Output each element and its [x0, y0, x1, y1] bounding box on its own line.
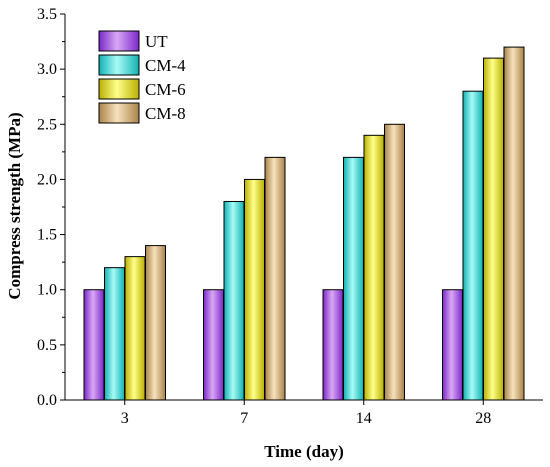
legend-swatch-cm-6	[98, 78, 140, 100]
bar-cm-8-day-7	[264, 156, 286, 401]
bar-cm-6-day-3	[124, 256, 146, 401]
x-tick-label: 14	[356, 410, 372, 427]
legend-label-cm-6: CM-6	[145, 80, 186, 99]
bar-cm-4-day-7	[223, 200, 245, 401]
bar-ut-day-28	[442, 289, 463, 401]
bar-cm-8-day-3	[145, 245, 166, 401]
legend-label-cm-4: CM-4	[145, 56, 186, 75]
legend-swatch-ut	[98, 30, 140, 52]
legend-label-cm-8: CM-8	[145, 104, 186, 123]
bar-cm-4-day-14	[343, 156, 364, 401]
bar-cm-8-day-28	[503, 46, 525, 401]
y-tick-label: 1.5	[37, 227, 57, 244]
legend-swatch-cm-8	[98, 102, 140, 124]
y-tick-label: 0.5	[37, 337, 57, 354]
bar-cm-4-day-28	[462, 90, 484, 401]
x-tick-label: 3	[121, 410, 129, 427]
y-tick-label: 3.5	[37, 6, 57, 23]
y-tick-label: 1.0	[37, 282, 57, 299]
legend: UT CM-4 CM-6 CM-8	[98, 30, 186, 124]
bar-ut-day-7	[203, 289, 224, 401]
legend-swatch-cm-4	[98, 54, 140, 76]
bar-cm-6-day-14	[363, 134, 385, 401]
bar-cm-4-day-3	[104, 267, 125, 401]
bar-cm-6-day-7	[244, 178, 265, 401]
y-tick-label: 0.0	[37, 392, 57, 409]
x-tick-label: 28	[475, 410, 491, 427]
axes-group: 0.0 0.5 1.0 1.5 2.0 2.5 3.0 3.5 3 7 14 28	[37, 6, 543, 427]
y-axis-title: Compress strength (MPa)	[5, 112, 24, 299]
bars-group	[83, 46, 525, 401]
bar-ut-day-14	[322, 289, 344, 401]
y-tick-label: 2.0	[37, 171, 57, 188]
bar-ut-day-3	[83, 289, 105, 401]
y-tick-label: 2.5	[37, 116, 57, 133]
x-axis-title: Time (day)	[264, 442, 344, 461]
x-tick-label: 7	[240, 410, 248, 427]
y-tick-label: 3.0	[37, 61, 57, 78]
bar-cm-8-day-14	[384, 123, 405, 401]
legend-label-ut: UT	[145, 32, 168, 51]
bar-cm-6-day-28	[483, 57, 504, 401]
